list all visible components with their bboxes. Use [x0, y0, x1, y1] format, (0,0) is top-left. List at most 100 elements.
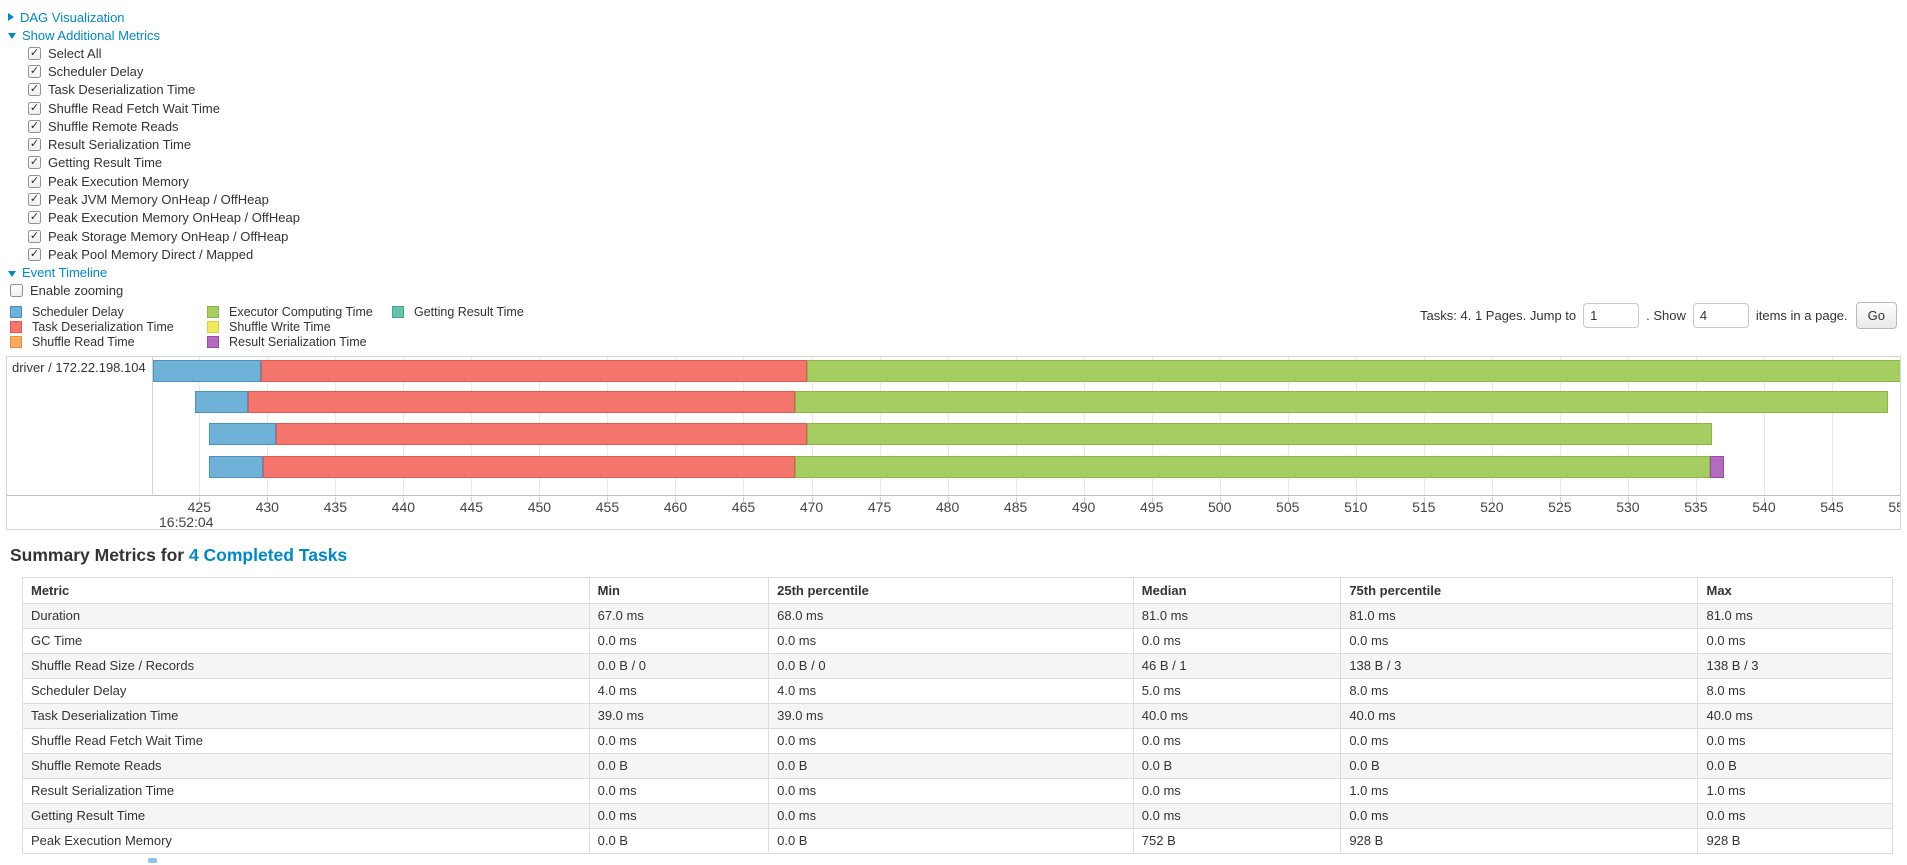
metric-checkbox-row: Peak JVM Memory OnHeap / OffHeap [28, 190, 1907, 208]
table-row: Task Deserialization Time 39.0 ms 39.0 ms 4… [22, 702, 1893, 729]
tick-mark [1151, 496, 1153, 502]
executor-computing-segment[interactable] [807, 422, 1713, 445]
legend-label: Result Serialization Time [229, 334, 367, 349]
metric-value-cell: 0.0 B [768, 752, 1134, 779]
enable-zooming-checkbox[interactable] [10, 284, 23, 298]
summary-metrics-table: Metric Min 25th percentile Median 75th perce… [22, 576, 1893, 854]
executor-computing-segment[interactable] [807, 359, 1900, 382]
table-row: Scheduler Delay 4.0 ms 4.0 ms 5.0 ms 8.0 ms 8… [22, 677, 1893, 704]
legend-label: Scheduler Delay [32, 304, 124, 319]
metric-checkbox[interactable] [28, 101, 41, 115]
summary-metrics-title: Summary Metrics for 4 Completed Tasks [10, 545, 1907, 566]
metric-name-cell: Task Deserialization Time [22, 702, 590, 729]
task-deserialization-segment[interactable] [261, 359, 808, 382]
pagination-text-before: Tasks: 4. 1 Pages. Jump to [1420, 307, 1577, 323]
timeline-x-axis: 425 430 435 440 445 450 455 460 465 470 475 480 485 4… [153, 496, 1900, 529]
metric-value-cell: 0.0 ms [588, 727, 770, 754]
task-deserialization-segment[interactable] [262, 455, 795, 478]
timeline-task-bar[interactable] [153, 455, 1900, 478]
metric-checkbox[interactable] [28, 247, 41, 261]
metric-value-cell: 138 B / 3 [1697, 652, 1893, 679]
metric-value-cell: 4.0 ms [768, 677, 1134, 704]
tick-label: 440 [391, 498, 416, 515]
completed-tasks-link[interactable]: 4 Completed Tasks [188, 544, 348, 565]
metric-value-cell: 0.0 B [588, 752, 770, 779]
metric-checkbox-label: Peak Execution Memory [48, 173, 189, 189]
metric-value-cell: 928 B [1340, 827, 1699, 854]
column-header: Max [1697, 576, 1893, 604]
metric-checkbox[interactable] [28, 83, 41, 97]
event-timeline-toggle[interactable]: Event Timeline [8, 264, 1907, 282]
metric-checkbox-label: Peak Storage Memory OnHeap / OffHeap [48, 228, 289, 244]
column-header: Min [588, 576, 770, 604]
tick-label: 530 [1616, 498, 1640, 515]
metric-value-cell: 928 B [1697, 827, 1893, 854]
metric-checkbox[interactable] [28, 174, 41, 188]
go-button[interactable]: Go [1855, 301, 1897, 329]
metric-checkbox[interactable] [28, 193, 41, 207]
metric-value-cell: 0.0 B [1340, 752, 1699, 779]
task-deserialization-segment[interactable] [248, 390, 795, 413]
timeline-task-bar[interactable] [153, 390, 1900, 413]
tick-label: 515 [1412, 498, 1436, 515]
event-timeline-label: Event Timeline [22, 265, 108, 281]
legend-item: Shuffle Write Time [207, 319, 378, 334]
tick-mark [1491, 496, 1493, 502]
show-additional-metrics-toggle[interactable]: Show Additional Metrics [8, 26, 1907, 44]
tick-label: 490 [1071, 498, 1096, 515]
jump-to-page-input[interactable] [1583, 302, 1640, 328]
dag-visualization-toggle[interactable]: DAG Visualization [8, 8, 1907, 26]
legend-label: Task Deserialization Time [32, 319, 174, 334]
metric-value-cell: 5.0 ms [1132, 677, 1342, 704]
items-per-page-input[interactable] [1692, 302, 1749, 328]
legend-label: Executor Computing Time [229, 304, 373, 319]
metric-value-cell: 67.0 ms [588, 602, 770, 629]
column-header: Median [1132, 576, 1342, 604]
executor-computing-segment[interactable] [794, 455, 1710, 478]
metric-value-cell: 68.0 ms [768, 602, 1134, 629]
task-deserialization-segment[interactable] [276, 422, 808, 445]
metric-checkbox[interactable] [28, 156, 41, 170]
metric-checkbox[interactable] [28, 211, 41, 225]
metric-value-cell: 0.0 ms [588, 802, 770, 829]
metric-value-cell: 0.0 ms [1132, 727, 1342, 754]
scheduler-delay-segment[interactable] [195, 390, 249, 413]
scheduler-delay-segment[interactable] [208, 422, 277, 445]
tick-label: 475 [867, 498, 892, 515]
expanded-arrow-icon [8, 270, 16, 277]
column-header: 25th percentile [768, 576, 1134, 604]
result-serialization-segment[interactable] [1709, 455, 1725, 478]
tick-mark [1287, 496, 1289, 502]
executor-computing-segment[interactable] [794, 390, 1888, 413]
table-row: Duration 67.0 ms 68.0 ms 81.0 ms 81.0 ms 81.0… [22, 602, 1893, 629]
metric-checkbox-row: Peak Storage Memory OnHeap / OffHeap [28, 227, 1907, 245]
metric-checkbox[interactable] [28, 138, 41, 152]
metric-checkbox[interactable] [28, 46, 41, 60]
tick-mark [1627, 496, 1629, 502]
timeline-task-bar[interactable] [153, 422, 1900, 445]
time-of-day-label: 16:52:04 [159, 513, 214, 529]
metric-value-cell: 39.0 ms [588, 702, 770, 729]
scheduler-delay-segment[interactable] [208, 455, 263, 478]
timeline-task-bar[interactable] [153, 359, 1900, 382]
tick-label: 445 [459, 498, 484, 515]
dag-visualization-label: DAG Visualization [20, 9, 125, 25]
legend-item: Executor Computing Time [207, 305, 378, 320]
task-deserialization-swatch-icon [10, 320, 22, 333]
timeline-plot-area [153, 356, 1900, 496]
metric-checkbox-label: Peak JVM Memory OnHeap / OffHeap [48, 192, 269, 208]
metric-value-cell: 1.0 ms [1340, 777, 1699, 804]
gridline [199, 356, 201, 495]
metric-checkbox-row: Result Serialization Time [28, 135, 1907, 153]
tick-mark [403, 496, 405, 502]
tick-label: 435 [323, 498, 347, 515]
metric-checkbox[interactable] [28, 119, 41, 133]
tick-label: 455 [595, 498, 620, 515]
scheduler-delay-segment[interactable] [153, 359, 262, 382]
legend-label: Shuffle Write Time [229, 319, 331, 334]
tick-label: 550 [1888, 498, 1900, 515]
metric-value-cell: 0.0 ms [1132, 627, 1342, 654]
metric-checkbox-label: Result Serialization Time [48, 137, 192, 153]
metric-checkbox[interactable] [28, 64, 41, 78]
metric-checkbox[interactable] [28, 229, 41, 243]
